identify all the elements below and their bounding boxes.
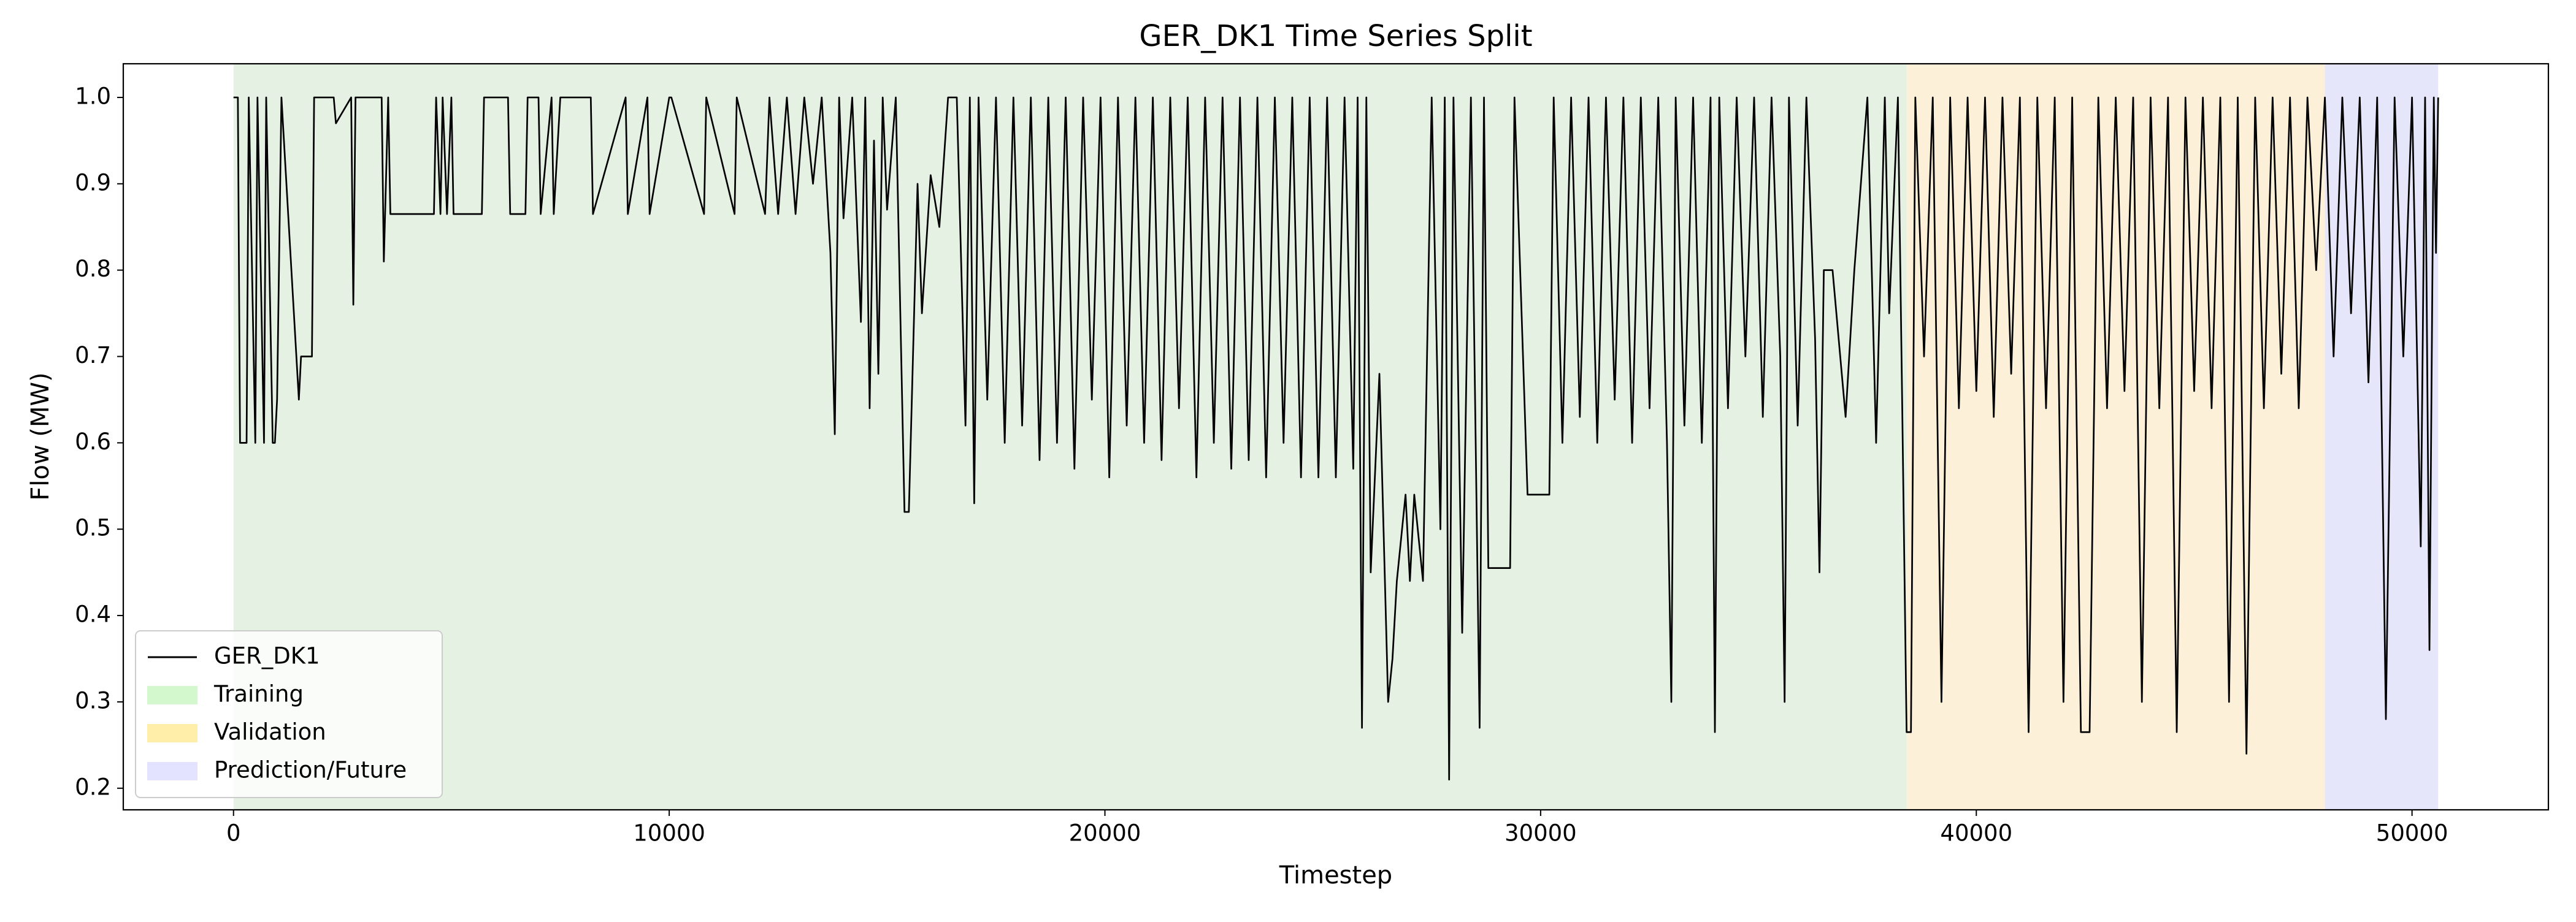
x-tick-label: 50000 <box>2376 820 2448 847</box>
span-region <box>233 64 1907 810</box>
legend-patch <box>147 724 197 742</box>
legend-label: GER_DK1 <box>214 643 320 669</box>
x-tick-label: 30000 <box>1505 820 1577 847</box>
y-axis-label: Flow (MW) <box>26 372 55 500</box>
x-tick-label: 10000 <box>633 820 705 847</box>
chart-title: GER_DK1 Time Series Split <box>1139 19 1532 53</box>
y-tick-label: 1.0 <box>75 83 111 109</box>
y-tick-label: 0.4 <box>75 601 111 628</box>
legend-patch <box>147 762 197 780</box>
axes-frame <box>122 63 2550 811</box>
legend-box <box>135 630 443 798</box>
legend-label: Prediction/Future <box>214 757 407 783</box>
legend-label: Validation <box>214 719 326 745</box>
y-tick-label: 0.5 <box>75 515 111 541</box>
y-tick-label: 0.9 <box>75 169 111 196</box>
x-tick-label: 0 <box>226 820 241 847</box>
data-line <box>233 96 2439 781</box>
x-tick-label: 40000 <box>1940 820 2012 847</box>
x-tick-label: 20000 <box>1069 820 1141 847</box>
y-tick-label: 0.8 <box>75 256 111 282</box>
legend-patch <box>147 686 197 704</box>
legend-label: Training <box>213 681 304 707</box>
y-tick-label: 0.6 <box>75 429 111 455</box>
y-tick-label: 0.2 <box>75 774 111 800</box>
legend: GER_DK1 Training Validation Prediction/Futu… <box>135 630 443 798</box>
span-region <box>1906 64 2325 810</box>
x-axis-label: Timestep <box>1279 861 1392 890</box>
y-tick-label: 0.3 <box>75 687 111 714</box>
y-tick-label: 0.7 <box>75 342 111 368</box>
